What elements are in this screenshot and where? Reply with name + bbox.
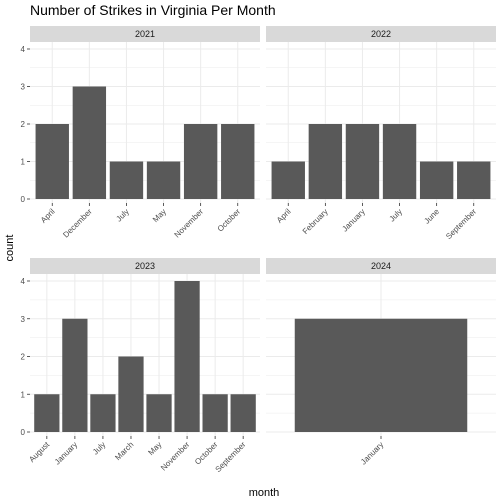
x-tick-label: November	[159, 440, 192, 473]
bar	[419, 161, 454, 199]
bar	[174, 281, 200, 432]
x-tick-label: March	[113, 440, 135, 462]
y-tick-label: 3	[21, 315, 26, 324]
y-tick-label: 1	[21, 390, 26, 399]
bar	[221, 124, 255, 199]
facet-strip-label: 2023	[135, 261, 155, 271]
bar	[90, 394, 116, 432]
x-tick-label: May	[151, 207, 168, 224]
facet-panel: 2022 April February January July June Septembe…	[266, 26, 496, 241]
y-tick-label: 0	[21, 195, 26, 204]
facet-panel: 2021 April December July May November October 0…	[21, 26, 260, 240]
y-axis-title: count	[4, 235, 16, 262]
bar	[202, 394, 228, 432]
x-tick-label: January	[359, 440, 385, 466]
y-tick-label: 4	[21, 277, 26, 286]
bar	[271, 161, 305, 199]
x-tick-label: September	[444, 207, 478, 241]
facet-strip	[266, 26, 496, 42]
y-tick-label: 0	[21, 428, 26, 437]
facet-strip-label: 2021	[135, 29, 155, 39]
x-tick-label: September	[214, 440, 248, 474]
bar	[118, 356, 144, 432]
bar	[230, 394, 256, 432]
x-tick-label: August	[27, 440, 52, 465]
bar	[308, 124, 343, 199]
x-tick-label: December	[61, 207, 94, 240]
facet-strip-label: 2022	[371, 29, 391, 39]
y-tick-label: 3	[21, 83, 26, 92]
facet-strip-label: 2024	[371, 261, 391, 271]
y-tick-label: 2	[21, 353, 26, 362]
bar	[35, 124, 69, 199]
y-tick-label: 4	[21, 45, 26, 54]
x-tick-label: January	[340, 207, 366, 233]
x-tick-label: July	[91, 440, 107, 456]
facet-strip	[30, 26, 260, 42]
bar	[457, 161, 491, 199]
bar	[34, 394, 60, 432]
x-tick-label: February	[301, 207, 330, 236]
x-tick-label: May	[146, 440, 163, 457]
chart-title: Number of Strikes in Virginia Per Month	[30, 2, 276, 18]
bar	[294, 318, 468, 432]
x-tick-label: July	[114, 207, 130, 223]
bar	[109, 161, 144, 199]
bar	[382, 124, 417, 199]
bar	[146, 394, 172, 432]
facet-panel: 2024 January	[266, 258, 496, 467]
x-tick-label: October	[216, 207, 243, 234]
bar	[345, 124, 380, 199]
y-tick-label: 1	[21, 158, 26, 167]
x-tick-label: June	[422, 207, 441, 226]
x-tick-label: April	[39, 207, 57, 225]
x-tick-label: November	[173, 207, 206, 240]
bar	[62, 318, 88, 432]
facet-strip	[266, 258, 496, 274]
x-tick-label: October	[193, 440, 220, 467]
bar	[146, 161, 181, 199]
facet-strip	[30, 258, 260, 274]
x-tick-label: April	[275, 207, 293, 225]
bar	[72, 86, 107, 199]
x-tick-label: January	[53, 440, 79, 466]
x-axis-title: month	[249, 487, 280, 499]
x-tick-label: July	[388, 207, 404, 223]
y-tick-label: 2	[21, 120, 26, 129]
bar	[183, 124, 218, 199]
